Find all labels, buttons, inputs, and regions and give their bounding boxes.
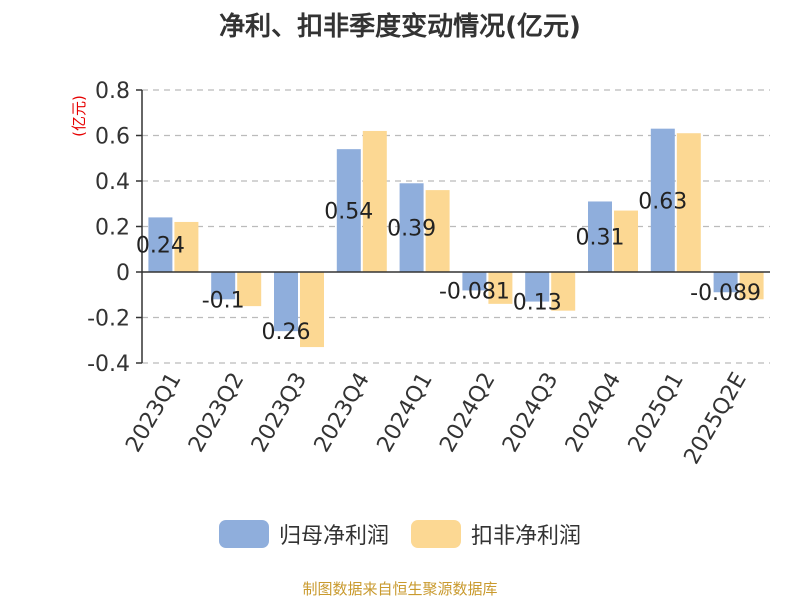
data-label: 0.54 xyxy=(324,200,373,225)
x-tick-label: 2023Q2 xyxy=(184,369,249,457)
bar-series1-2023Q1[interactable] xyxy=(148,217,173,272)
y-tick-label: -0.4 xyxy=(87,352,130,377)
bar-series1-2024Q4[interactable] xyxy=(588,201,612,272)
bar-series2-2024Q1[interactable] xyxy=(425,190,450,272)
bar-series2-2025Q1[interactable] xyxy=(676,133,701,272)
x-tick-label: 2025Q2E xyxy=(680,369,752,469)
bar-series2-2025Q2E[interactable] xyxy=(739,272,764,300)
legend-label-series1: 归母净利润 xyxy=(278,524,389,549)
bar-series1-2024Q1[interactable] xyxy=(399,183,424,272)
bar-series1-2023Q4[interactable] xyxy=(336,149,361,272)
bar-series2-2023Q4[interactable] xyxy=(362,130,387,272)
legend-swatch-series1 xyxy=(218,520,269,548)
data-label: 0.13 xyxy=(513,291,562,316)
data-label: 0.31 xyxy=(576,226,625,251)
y-tick-label: 0.2 xyxy=(95,216,130,241)
x-tick-labels: 2023Q12023Q22023Q32023Q42024Q12024Q22024… xyxy=(121,368,752,468)
x-tick-label: 2023Q3 xyxy=(247,369,312,457)
data-label: -0.089 xyxy=(690,281,761,306)
bar-series2-2024Q2[interactable] xyxy=(488,272,513,304)
data-label: 0.26 xyxy=(262,320,311,345)
legend-item-series2[interactable]: 扣非净利润 xyxy=(411,518,581,550)
legend-label-series2: 扣非净利润 xyxy=(471,524,582,549)
bar-series1-2024Q3[interactable] xyxy=(525,272,550,302)
bar-series1-2025Q1[interactable] xyxy=(650,128,675,272)
y-tick-label: -0.2 xyxy=(87,307,130,332)
bar-series1-2023Q2[interactable] xyxy=(211,272,236,300)
chart-title: 净利、扣非季度变动情况(亿元) xyxy=(219,12,581,42)
y-tick-label: 0 xyxy=(116,261,130,286)
y-tick-label: 0.6 xyxy=(95,125,130,150)
y-axis-label: (亿元) xyxy=(70,95,88,137)
x-tick-label: 2024Q2 xyxy=(435,369,500,457)
legend: 归母净利润 扣非净利润 xyxy=(0,518,800,550)
legend-item-series1[interactable]: 归母净利润 xyxy=(218,518,389,550)
data-label: -0.081 xyxy=(439,279,510,304)
x-tick-label: 2023Q4 xyxy=(310,369,375,457)
data-labels: 0.24 -0.1 0.26 0.54 0.39 -0.081 0.13 0.31 0.63 -0… xyxy=(136,189,761,345)
source-note: 制图数据来自恒生聚源数据库 xyxy=(302,580,498,598)
data-label: -0.1 xyxy=(202,288,245,313)
y-tick-labels: 0.8 0.6 0.4 0.2 0 -0.2 -0.4 xyxy=(87,79,130,377)
grid-lines xyxy=(136,89,770,364)
data-label: 0.24 xyxy=(136,234,185,259)
bar-series2-2023Q3[interactable] xyxy=(300,272,324,348)
bar-series2-2024Q4[interactable] xyxy=(614,210,638,272)
x-tick-label: 2024Q3 xyxy=(498,369,563,457)
bar-series2-2023Q2[interactable] xyxy=(237,272,262,307)
bar-series2-2024Q3[interactable] xyxy=(551,272,576,311)
x-tick-label: 2024Q1 xyxy=(372,368,437,456)
data-label: 0.39 xyxy=(387,217,436,242)
data-label: 0.63 xyxy=(638,189,687,214)
x-tick-label: 2025Q1 xyxy=(624,369,689,457)
legend-swatch-series2 xyxy=(411,520,461,548)
x-tick-label: 2024Q4 xyxy=(561,369,626,457)
axes xyxy=(141,90,770,363)
bar-series2-2023Q1[interactable] xyxy=(174,221,199,272)
x-tick-label: 2023Q1 xyxy=(121,369,186,457)
y-tick-label: 0.4 xyxy=(95,170,130,195)
y-tick-label: 0.8 xyxy=(95,79,130,104)
bars xyxy=(148,128,764,348)
bar-series1-2024Q2[interactable] xyxy=(462,272,487,291)
bar-series1-2023Q3[interactable] xyxy=(274,272,298,332)
bar-series1-2025Q2E[interactable] xyxy=(713,272,738,293)
